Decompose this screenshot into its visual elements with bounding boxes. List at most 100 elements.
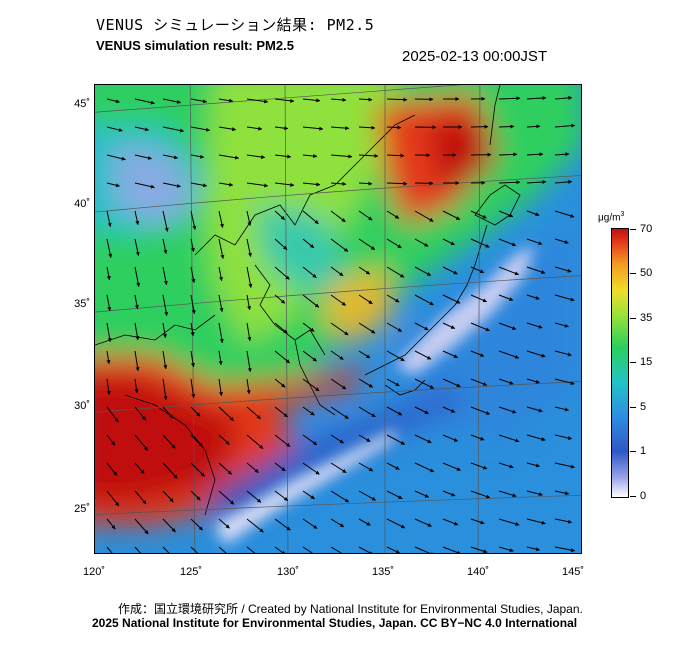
wind-vector: [134, 462, 145, 475]
wind-vector: [498, 96, 521, 101]
wind-vector: [386, 294, 400, 303]
wind-vector: [358, 322, 376, 334]
wind-vector: [470, 434, 485, 441]
forecast-datetime: 2025-02-13 00:00JST: [402, 48, 548, 65]
lon-label-135: 135˚: [371, 566, 395, 578]
wind-vector: [190, 154, 205, 159]
wind-vector: [442, 294, 461, 304]
wind-vector: [470, 490, 491, 499]
wind-vector: [358, 350, 371, 359]
wind-vector: [358, 378, 374, 388]
wind-vector: [414, 546, 435, 553]
wind-vector: [554, 179, 573, 184]
colorbar-tick-1: 1: [640, 445, 647, 457]
wind-vector: [498, 518, 520, 526]
wind-vector: [442, 350, 458, 359]
wind-vector: [190, 378, 196, 399]
wind-vector: [414, 490, 430, 498]
wind-vector: [134, 406, 147, 421]
wind-vector: [554, 123, 576, 128]
wind-vector: [442, 518, 459, 526]
wind-vector: [386, 406, 403, 416]
wind-vector: [386, 153, 405, 158]
wind-vector: [218, 490, 235, 505]
wind-vector: [190, 322, 195, 337]
wind-vector: [330, 462, 347, 474]
wind-vector: [134, 350, 140, 372]
wind-vector: [386, 490, 403, 500]
lon-label-140: 140˚: [466, 566, 490, 578]
wind-vector: [106, 154, 126, 161]
wind-vector: [498, 322, 517, 330]
wind-vector: [554, 152, 570, 157]
wind-vector: [358, 210, 373, 221]
wind-vector: [414, 434, 432, 444]
wind-vector: [554, 546, 575, 553]
lat-label-25: 25˚: [74, 503, 90, 515]
wind-vector: [162, 294, 169, 317]
wind-vector: [554, 95, 573, 100]
wind-vector: [274, 378, 286, 388]
wind-vector: [386, 181, 408, 186]
wind-vector: [498, 546, 514, 553]
wind-vector: [442, 322, 456, 329]
lon-label-120: 120˚: [82, 566, 106, 578]
wind-vector: [358, 181, 373, 186]
wind-vector: [442, 434, 459, 442]
wind-vector: [246, 490, 262, 503]
wind-vector: [274, 322, 288, 334]
wind-vector: [190, 294, 196, 315]
wind-vector: [106, 322, 112, 343]
wind-vector: [330, 238, 349, 252]
wind-vector: [246, 406, 261, 420]
wind-vector: [498, 180, 521, 185]
wind-vector: [274, 182, 295, 187]
wind-vector: [358, 490, 376, 501]
wind-vector: [470, 266, 485, 274]
wind-vector: [246, 350, 252, 373]
wind-vector: [358, 406, 376, 418]
wind-vector: [246, 154, 266, 159]
wind-vector: [134, 210, 140, 226]
lon-label-125: 125˚: [179, 566, 203, 578]
wind-vector: [274, 126, 289, 131]
wind-vector: [470, 546, 488, 553]
wind-vector: [134, 182, 155, 189]
wind-vector: [246, 434, 264, 449]
wind-vector: [302, 406, 315, 416]
wind-vector: [134, 490, 147, 505]
wind-vector: [246, 182, 269, 188]
wind-vector: [414, 266, 432, 277]
wind-vector: [162, 182, 181, 188]
wind-vector: [470, 350, 485, 357]
wind-vector: [274, 294, 286, 304]
wind-vector: [358, 125, 376, 130]
wind-vector: [330, 266, 344, 277]
wind-vector: [190, 126, 211, 132]
wind-vector: [162, 546, 170, 553]
wind-vector: [162, 378, 168, 401]
wind-vector: [218, 294, 224, 313]
lat-label-40: 40˚: [74, 198, 90, 210]
wind-vector: [162, 98, 181, 104]
wind-vector: [302, 210, 319, 225]
wind-vector: [274, 434, 291, 447]
wind-vector: [134, 126, 150, 132]
wind-vector: [498, 152, 518, 157]
colorbar: [611, 228, 629, 498]
wind-vector: [498, 210, 514, 218]
wind-vector: [554, 490, 570, 496]
wind-vector: [554, 434, 572, 440]
clean-air-band: [215, 245, 535, 545]
colorbar-tick-5: 5: [640, 401, 647, 413]
wind-vector: [554, 322, 569, 328]
wind-vector: [218, 154, 240, 160]
wind-vector: [498, 462, 514, 469]
wind-vector: [526, 378, 540, 384]
wind-vector: [162, 238, 168, 255]
wind-vector: [246, 126, 263, 131]
wind-vector: [442, 406, 456, 413]
wind-vector: [162, 406, 174, 419]
wind-vector: [358, 434, 371, 443]
wind-vector: [330, 378, 347, 390]
